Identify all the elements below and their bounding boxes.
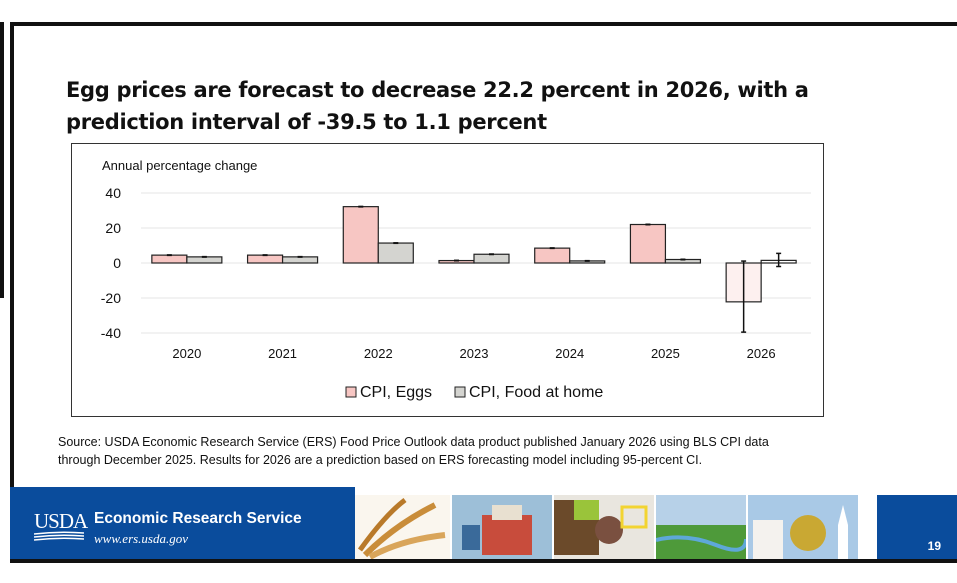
bar-eggs bbox=[342, 206, 379, 264]
usda-logo: USDA bbox=[34, 509, 88, 533]
cargo-ship-photo bbox=[452, 495, 552, 559]
x-tick-label: 2024 bbox=[555, 346, 584, 361]
y-tick-label: -20 bbox=[101, 290, 121, 306]
footer-bottom-rule bbox=[10, 559, 957, 563]
x-tick-label: 2026 bbox=[747, 346, 776, 361]
bar-eggs bbox=[629, 223, 667, 264]
y-tick-label: -40 bbox=[101, 325, 121, 341]
source-line-1: Source: USDA Economic Research Service (… bbox=[58, 435, 769, 449]
y-tick-label: 20 bbox=[105, 220, 121, 236]
usda-swoosh-icon bbox=[34, 531, 84, 541]
x-tick-label: 2023 bbox=[460, 346, 489, 361]
chart-frame bbox=[71, 143, 824, 417]
bar-eggs bbox=[534, 247, 571, 264]
footer-banner: USDA Economic Research Service www.ers.u… bbox=[10, 487, 957, 563]
bar-food-at-home bbox=[377, 242, 414, 264]
y-tick-label: 40 bbox=[105, 185, 121, 201]
x-tick-label: 2020 bbox=[172, 346, 201, 361]
town-street-photo bbox=[748, 495, 858, 559]
org-name: Economic Research Service bbox=[94, 510, 302, 527]
wetlands-photo bbox=[656, 495, 746, 559]
source-note: Source: USDA Economic Research Service (… bbox=[58, 433, 878, 469]
grocery-shopping-photo bbox=[554, 495, 654, 559]
slide-title: Egg prices are forecast to decrease 22.2… bbox=[66, 78, 809, 134]
bar-eggs bbox=[246, 254, 284, 264]
x-tick-label: 2025 bbox=[651, 346, 680, 361]
bar-food-at-home bbox=[473, 253, 510, 264]
footer-blue-band: USDA Economic Research Service www.ers.u… bbox=[10, 487, 355, 559]
legend-swatch-eggs bbox=[345, 386, 357, 398]
y-tick-label: 0 bbox=[113, 255, 121, 271]
bar-eggs bbox=[151, 254, 188, 264]
legend-label-food-at-home: CPI, Food at home bbox=[469, 384, 603, 401]
legend-label-eggs: CPI, Eggs bbox=[360, 384, 432, 401]
org-url: www.ers.usda.gov bbox=[94, 531, 189, 546]
previous-slide-edge bbox=[0, 22, 4, 298]
x-tick-label: 2022 bbox=[364, 346, 393, 361]
x-tick-label: 2021 bbox=[268, 346, 297, 361]
legend-swatch-food-at-home bbox=[454, 386, 466, 398]
wheat-photo bbox=[355, 495, 450, 559]
y-axis-label: Annual percentage change bbox=[102, 158, 257, 173]
footer-blue-band-right: 19 bbox=[877, 495, 957, 559]
page-number: 19 bbox=[927, 539, 941, 553]
bar-chart: Annual percentage change 40 20 0 -20 -40 202… bbox=[101, 158, 811, 401]
source-line-2: through December 2025. Results for 2026 … bbox=[58, 453, 703, 467]
